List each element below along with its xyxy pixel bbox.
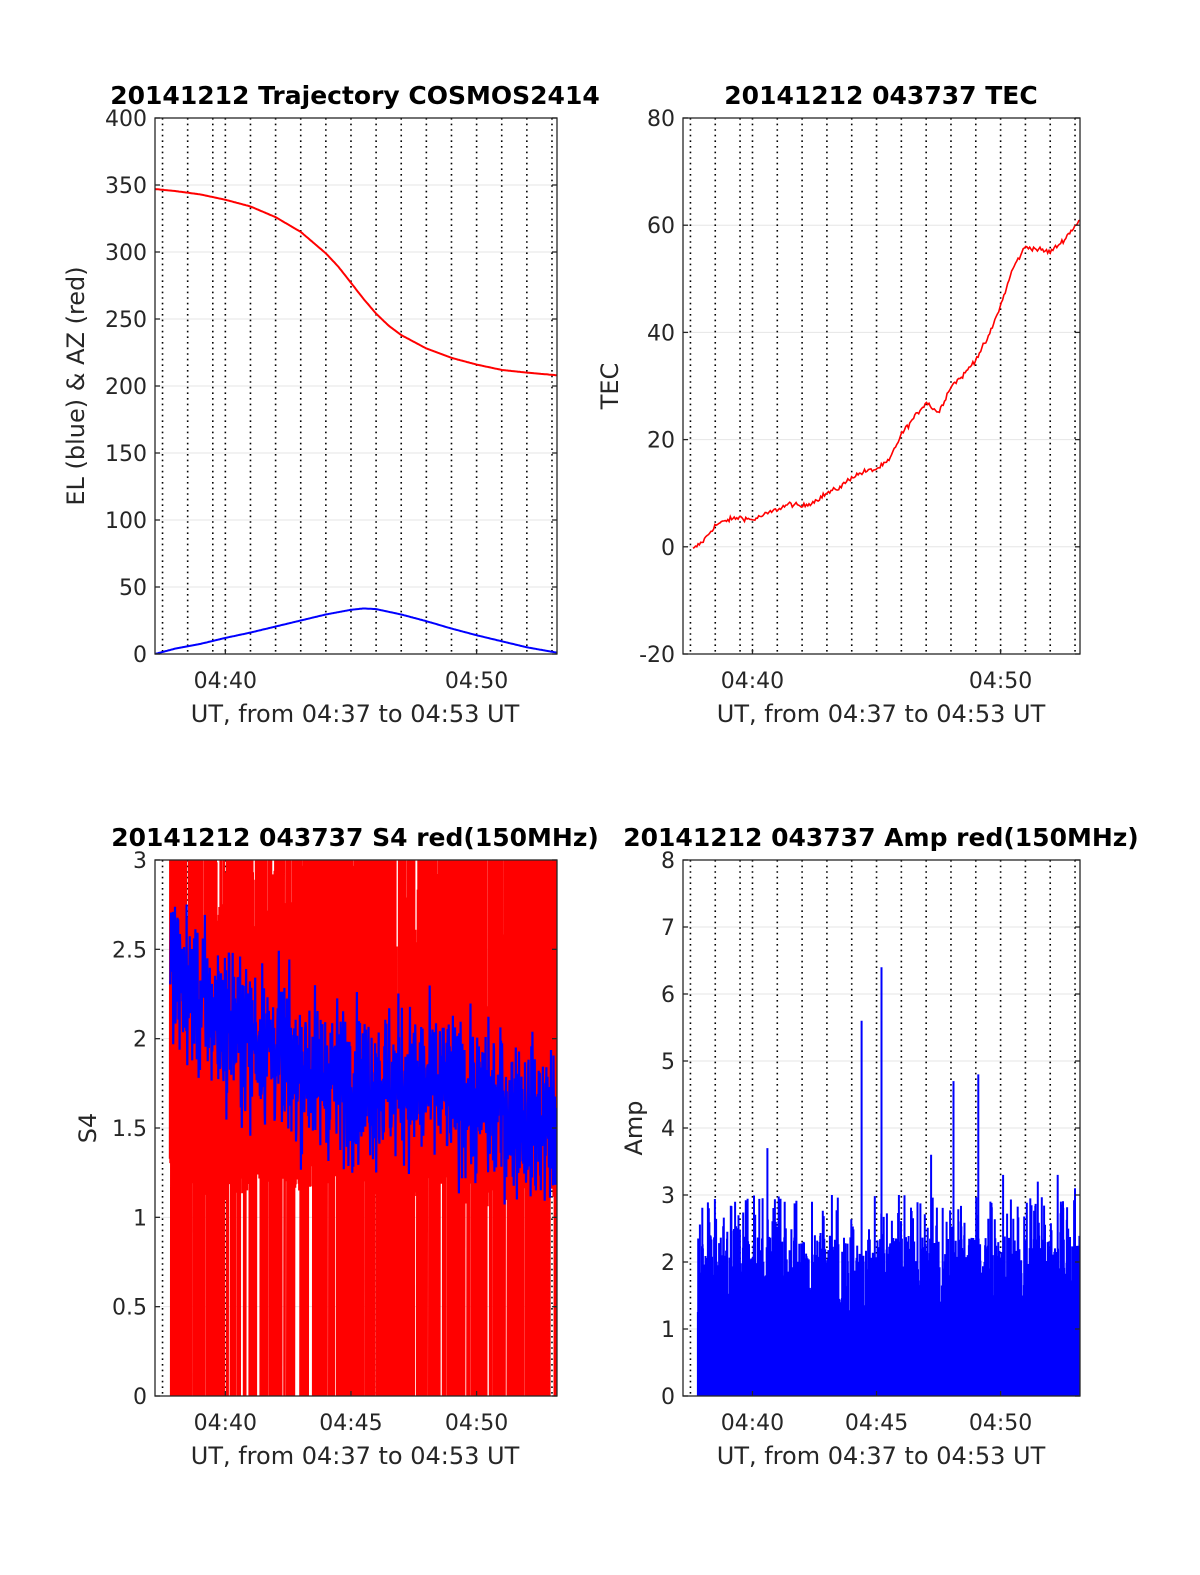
y-tick-label: 80 [647, 107, 675, 132]
y-tick-label: 8 [661, 849, 675, 874]
plot-area: -20 0 20 40 60 80 04:40 04:50 [639, 107, 1081, 694]
y-tick-label: 0.5 [112, 1296, 147, 1321]
y-tick-label: 6 [661, 983, 675, 1008]
y-tick-label: 3 [133, 849, 147, 874]
y-tick-label: 100 [105, 509, 147, 534]
trajectory-ylabel: EL (blue) & AZ (red) [62, 266, 90, 505]
x-tick-label: 04:50 [969, 669, 1032, 694]
amp-blue-series [696, 967, 1080, 1396]
y-tick-label: 20 [647, 429, 675, 454]
x-tick-label: 04:50 [445, 1411, 508, 1436]
y-tick-label: 50 [119, 576, 147, 601]
data-layer [168, 860, 557, 1396]
x-tick-label: 04:40 [194, 669, 257, 694]
y-tick-label: 2 [133, 1028, 147, 1053]
x-tick-label: 04:50 [969, 1411, 1032, 1436]
x-tick-label: 04:40 [194, 1411, 257, 1436]
tec-xlabel: UT, from 04:37 to 04:53 UT [717, 700, 1046, 728]
tec-panel: -20 0 20 40 60 80 04:40 04:50 20141212 043737 T… [596, 81, 1081, 728]
amp-title: 20141212 043737 Amp red(150MHz) [623, 823, 1139, 852]
series-line-1 [155, 607, 557, 654]
y-tick-label: 300 [105, 241, 147, 266]
y-tick-label: -20 [639, 643, 675, 668]
y-tick-label: 0 [661, 1385, 675, 1410]
series-line-0 [155, 188, 557, 377]
x-tick-label: 04:45 [845, 1411, 908, 1436]
y-tick-label: 250 [105, 308, 147, 333]
trajectory-panel: 0 50 100 150 200 250 300 350 400 04:40 04:50 20141… [62, 81, 600, 728]
y-tick-label: 4 [661, 1117, 675, 1142]
x-tick-label: 04:45 [319, 1411, 382, 1436]
y-tick-label: 2 [661, 1251, 675, 1276]
series-line-0 [692, 219, 1080, 549]
amp-panel: 0 1 2 3 4 5 6 7 8 04:40 04:45 04:50 20141212 043737… [620, 823, 1139, 1470]
y-tick-label: 0 [661, 536, 675, 561]
tec-ylabel: TEC [596, 363, 624, 411]
data-layer [155, 188, 557, 654]
y-tick-label: 200 [105, 375, 147, 400]
y-tick-label: 5 [661, 1050, 675, 1075]
plot-area: 0 0.5 1 1.5 2 2.5 3 04:40 04:45 04:50 [112, 849, 558, 1436]
s4-blue-series [169, 904, 557, 1205]
x-tick-label: 04:50 [445, 669, 508, 694]
plot-area: 0 50 100 150 200 250 300 350 400 04:40 04:50 [105, 107, 558, 694]
plot-area: 0 1 2 3 4 5 6 7 8 04:40 04:45 04:50 [661, 849, 1081, 1436]
y-tick-label: 2.5 [112, 938, 147, 963]
axes-box [682, 117, 1081, 655]
y-tick-label: 150 [105, 442, 147, 467]
y-tick-label: 7 [661, 916, 675, 941]
y-tick-label: 3 [661, 1184, 675, 1209]
y-tick-label: 1 [133, 1206, 147, 1231]
amp-ylabel: Amp [620, 1100, 648, 1155]
data-layer [692, 219, 1080, 549]
trajectory-title: 20141212 Trajectory COSMOS2414 [110, 81, 600, 110]
s4-ylabel: S4 [74, 1113, 102, 1144]
y-tick-label: 40 [647, 321, 675, 346]
amp-xlabel: UT, from 04:37 to 04:53 UT [717, 1442, 1046, 1470]
x-tick-label: 04:40 [721, 669, 784, 694]
s4-title: 20141212 043737 S4 red(150MHz) [111, 823, 599, 852]
y-tick-label: 0 [133, 1385, 147, 1410]
trajectory-xlabel: UT, from 04:37 to 04:53 UT [191, 700, 520, 728]
x-tick-label: 04:40 [721, 1411, 784, 1436]
y-tick-label: 1.5 [112, 1117, 147, 1142]
tec-title: 20141212 043737 TEC [724, 81, 1037, 110]
data-layer [696, 967, 1080, 1396]
y-tick-label: 1 [661, 1318, 675, 1343]
s4-panel: 0 0.5 1 1.5 2 2.5 3 04:40 04:45 04:50 20141212 04… [74, 823, 599, 1470]
y-tick-label: 350 [105, 174, 147, 199]
y-tick-label: 60 [647, 214, 675, 239]
s4-xlabel: UT, from 04:37 to 04:53 UT [191, 1442, 520, 1470]
y-tick-label: 0 [133, 643, 147, 668]
y-tick-label: 400 [105, 107, 147, 132]
